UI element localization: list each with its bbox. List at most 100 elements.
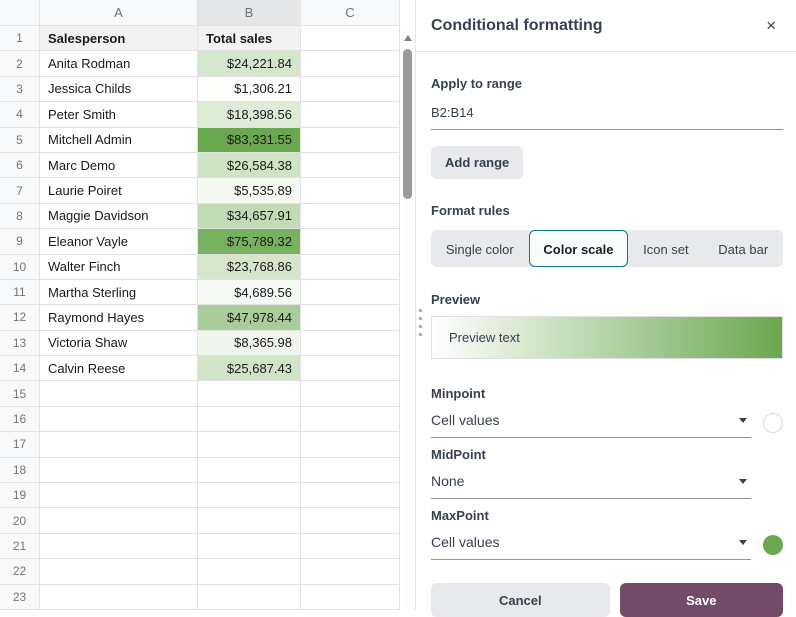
row-number[interactable]: 4 [0,102,40,128]
cell[interactable] [301,51,400,77]
cell-salesperson[interactable]: Peter Smith [40,102,198,128]
row-number[interactable]: 23 [0,584,40,610]
cell-total-sales[interactable]: $1,306.21 [198,76,301,103]
row-number[interactable]: 7 [0,178,40,204]
close-icon[interactable]: × [766,16,776,35]
row-number[interactable]: 8 [0,203,40,230]
cell[interactable] [301,432,400,458]
cell-total-sales[interactable]: $5,535.89 [198,178,301,204]
cell-salesperson[interactable]: Marc Demo [40,152,198,179]
cell[interactable] [198,483,301,509]
cell-salesperson[interactable]: Victoria Shaw [40,330,198,357]
scroll-up-arrow-icon[interactable] [404,35,412,41]
cell[interactable] [40,559,198,585]
cell-salesperson[interactable]: Walter Finch [40,254,198,280]
cell[interactable] [301,559,400,585]
row-number[interactable]: 14 [0,356,40,382]
cell[interactable] [301,229,400,255]
cell[interactable] [301,152,400,179]
cell[interactable] [40,406,198,433]
cell[interactable] [301,305,400,331]
cell-salesperson[interactable]: Martha Sterling [40,279,198,306]
column-header-A[interactable]: A [40,0,198,26]
column-header-C[interactable]: C [301,0,400,26]
add-range-button[interactable]: Add range [431,146,524,179]
row-number[interactable]: 5 [0,127,40,153]
row-number[interactable]: 17 [0,432,40,458]
cell[interactable] [301,330,400,357]
row-number[interactable]: 1 [0,26,40,52]
cell[interactable] [40,457,198,484]
cell-total-sales[interactable]: $34,657.91 [198,203,301,230]
cell-total-sales[interactable]: $47,978.44 [198,305,301,331]
cell-total-sales[interactable]: $8,365.98 [198,330,301,357]
maxpoint-color-swatch[interactable] [763,534,783,555]
row-number[interactable]: 2 [0,51,40,77]
cell[interactable] [40,483,198,509]
cell[interactable] [301,203,400,230]
cell[interactable] [40,508,198,534]
cell[interactable] [301,483,400,509]
row-number[interactable]: 16 [0,406,40,433]
row-number[interactable]: 22 [0,559,40,585]
cell[interactable] [301,406,400,433]
cell[interactable] [40,432,198,458]
row-number[interactable]: 15 [0,381,40,407]
cell-salesperson[interactable]: Mitchell Admin [40,127,198,153]
column-header-B[interactable]: B [198,0,301,26]
cell-total-sales[interactable]: $26,584.38 [198,152,301,179]
cell[interactable] [301,381,400,407]
cell-salesperson[interactable]: Jessica Childs [40,76,198,103]
cell[interactable] [198,406,301,433]
tab-icon-set[interactable]: Icon set [643,242,689,257]
cell[interactable] [198,533,301,560]
cell-total-sales[interactable]: $23,768.86 [198,254,301,280]
cell[interactable] [301,356,400,382]
cell-total-sales[interactable]: $18,398.56 [198,102,301,128]
tab-data-bar[interactable]: Data bar [718,242,769,257]
tab-color-scale[interactable]: Color scale [528,230,629,267]
cell[interactable] [301,508,400,534]
cell[interactable] [301,533,400,560]
cell[interactable] [198,508,301,534]
maxpoint-dropdown[interactable]: Cell values [431,529,751,560]
minpoint-dropdown[interactable]: Cell values [431,407,751,438]
cell[interactable] [301,254,400,280]
cell-total-sales[interactable]: $83,331.55 [198,127,301,153]
corner-cell[interactable] [0,0,40,26]
cell[interactable] [301,26,400,52]
cell-salesperson[interactable]: Calvin Reese [40,356,198,382]
row-number[interactable]: 19 [0,483,40,509]
cell-salesperson[interactable]: Maggie Davidson [40,203,198,230]
cell[interactable] [198,457,301,484]
cell-total-sales[interactable]: $25,687.43 [198,356,301,382]
cell-salesperson[interactable]: Anita Rodman [40,51,198,77]
row-number[interactable]: 3 [0,76,40,103]
row-number[interactable]: 20 [0,508,40,534]
range-input[interactable]: B2:B14 [431,105,783,130]
cancel-button[interactable]: Cancel [431,583,610,617]
cell[interactable] [198,381,301,407]
row-number[interactable]: 10 [0,254,40,280]
cell[interactable] [301,76,400,103]
cell-total-sales-header[interactable]: Total sales [198,26,301,52]
row-number[interactable]: 18 [0,457,40,484]
row-number[interactable]: 21 [0,533,40,560]
cell[interactable] [40,533,198,560]
row-number[interactable]: 11 [0,279,40,306]
cell[interactable] [301,178,400,204]
midpoint-dropdown[interactable]: None [431,468,751,499]
cell[interactable] [301,279,400,306]
row-number[interactable]: 9 [0,229,40,255]
row-number[interactable]: 13 [0,330,40,357]
cell[interactable] [198,559,301,585]
scrollbar-thumb[interactable] [403,49,412,199]
cell[interactable] [301,584,400,610]
minpoint-color-swatch[interactable] [763,412,783,433]
cell-salesperson[interactable]: Laurie Poiret [40,178,198,204]
cell[interactable] [198,432,301,458]
row-number[interactable]: 12 [0,305,40,331]
cell-total-sales[interactable]: $4,689.56 [198,279,301,306]
tab-single-color[interactable]: Single color [445,242,514,257]
drag-handle-dots-icon[interactable] [419,309,422,336]
